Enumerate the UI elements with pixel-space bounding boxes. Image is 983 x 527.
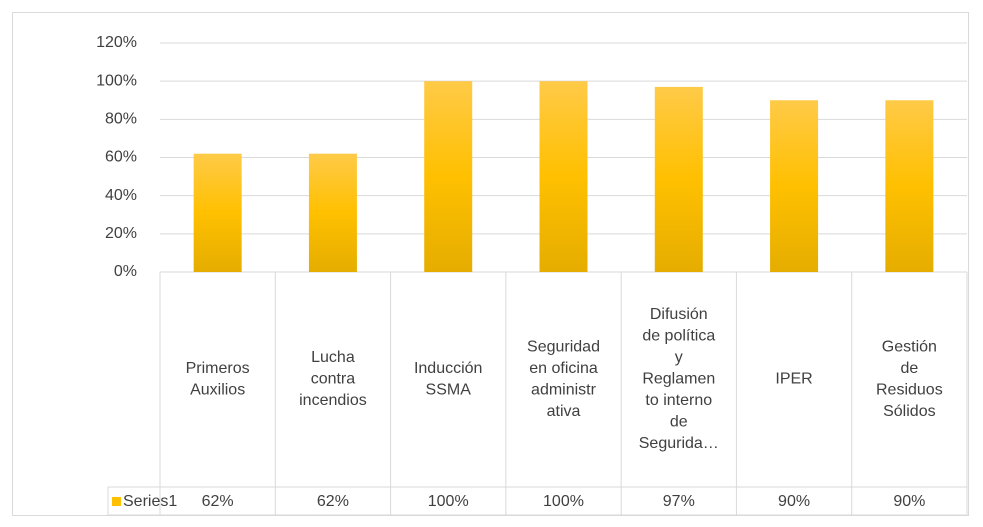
- x-tick-label: Difusión de política y Reglamen to interno de…: [639, 306, 719, 452]
- x-tick-label: Primeros Auxilios: [186, 360, 250, 399]
- bar: [308, 153, 357, 272]
- x-tick-label: Inducción SSMA: [414, 360, 483, 399]
- y-tick-label: 120%: [96, 34, 137, 51]
- label-line: Gestión: [882, 338, 937, 355]
- bar: [885, 100, 934, 272]
- label-line: Segurida…: [639, 435, 719, 452]
- legend-key: [112, 497, 121, 506]
- y-tick-label: 0%: [114, 263, 137, 280]
- label-line: Seguridad: [527, 338, 600, 355]
- y-tick-label: 20%: [105, 225, 137, 242]
- label-line: contra: [311, 371, 356, 388]
- bar: [654, 86, 703, 273]
- label-line: de: [670, 414, 688, 431]
- label-line: administr: [531, 381, 597, 398]
- bar: [424, 81, 473, 273]
- bar: [770, 100, 819, 272]
- bar: [539, 81, 588, 273]
- data-label: 62%: [317, 493, 349, 510]
- y-tick-label: 60%: [105, 149, 137, 166]
- label-line: Difusión: [650, 306, 708, 323]
- data-label: 100%: [543, 493, 584, 510]
- bar: [193, 153, 242, 272]
- label-line: Residuos: [876, 381, 943, 398]
- label-line: Reglamen: [642, 371, 715, 388]
- label-line: Auxilios: [190, 381, 245, 398]
- label-line: de política: [642, 328, 715, 345]
- label-line: incendios: [299, 392, 367, 409]
- label-line: IPER: [775, 371, 812, 388]
- label-line: en oficina: [529, 360, 598, 377]
- data-label: 90%: [778, 493, 810, 510]
- x-tick-label: Seguridad en oficina administr ativa: [527, 338, 600, 420]
- label-line: Inducción: [414, 360, 483, 377]
- label-line: ativa: [547, 403, 581, 420]
- data-label: 97%: [663, 493, 695, 510]
- y-tick-label: 80%: [105, 111, 137, 128]
- data-label: 100%: [428, 493, 469, 510]
- label-line: to interno: [645, 392, 712, 409]
- chart-border: [12, 12, 969, 516]
- label-line: de: [900, 360, 918, 377]
- legend-label: Series1: [123, 493, 177, 510]
- y-tick-label: 40%: [105, 187, 137, 204]
- data-label: 62%: [202, 493, 234, 510]
- label-line: Sólidos: [883, 403, 935, 420]
- x-tick-label: IPER: [775, 371, 812, 388]
- x-tick-label: Gestión de Residuos Sólidos: [876, 338, 943, 420]
- data-label: 90%: [893, 493, 925, 510]
- label-line: SSMA: [426, 381, 472, 398]
- label-line: Primeros: [186, 360, 250, 377]
- label-line: y: [675, 349, 683, 366]
- y-tick-label: 100%: [96, 72, 137, 89]
- label-line: Lucha: [311, 349, 355, 366]
- x-tick-label: Lucha contra incendios: [299, 349, 367, 409]
